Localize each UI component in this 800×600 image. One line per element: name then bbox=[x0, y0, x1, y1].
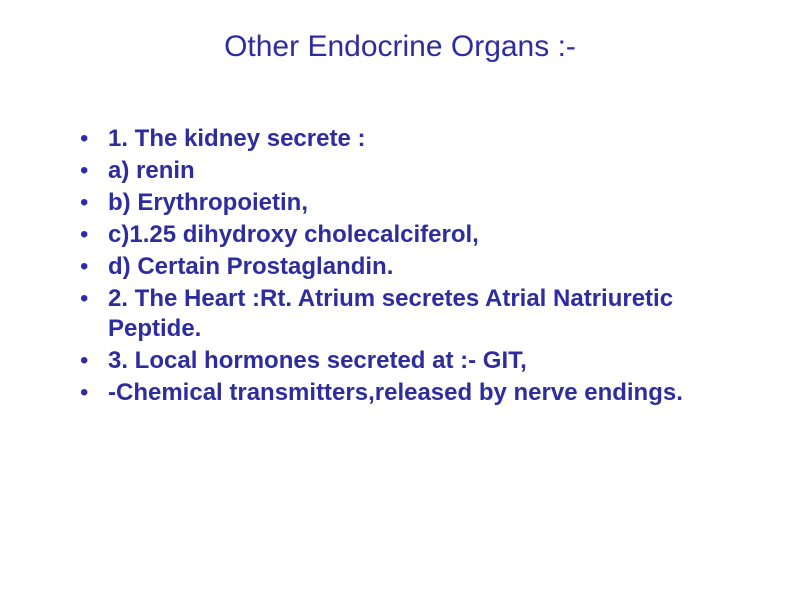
list-item: 1. The kidney secrete : bbox=[80, 124, 750, 154]
list-item: a) renin bbox=[80, 156, 750, 186]
list-item: 3. Local hormones secreted at :- GIT, bbox=[80, 346, 750, 376]
list-item: 2. The Heart :Rt. Atrium secretes Atrial… bbox=[80, 284, 750, 344]
slide-title: Other Endocrine Organs :- bbox=[50, 30, 750, 64]
bullet-list: 1. The kidney secrete : a) renin b) Eryt… bbox=[50, 124, 750, 408]
list-item: d) Certain Prostaglandin. bbox=[80, 252, 750, 282]
list-item: c)1.25 dihydroxy cholecalciferol, bbox=[80, 220, 750, 250]
slide-container: Other Endocrine Organs :- 1. The kidney … bbox=[0, 0, 800, 600]
list-item: b) Erythropoietin, bbox=[80, 188, 750, 218]
list-item: -Chemical transmitters,released by nerve… bbox=[80, 378, 750, 408]
